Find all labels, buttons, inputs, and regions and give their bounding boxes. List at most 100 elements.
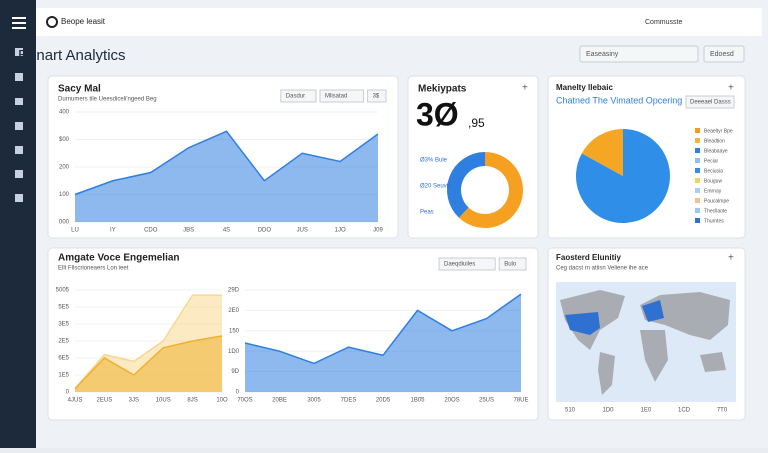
legend-swatch (695, 148, 700, 153)
donut-note: Ø3% Bule (420, 158, 448, 164)
card-title: Mekiypats (418, 84, 467, 95)
legend-swatch (695, 138, 700, 143)
donut-slice (447, 152, 486, 218)
legend-swatch (695, 188, 700, 193)
legend-label: Peciar (704, 158, 719, 164)
y-tick-label: 400 (59, 110, 70, 116)
card-title: Manelty llebaic (556, 83, 613, 92)
card-button[interactable] (438, 257, 496, 271)
y-tick-label: 29D (228, 288, 240, 294)
brand: Beope leasit (61, 17, 106, 26)
account[interactable]: Commusste (645, 19, 682, 26)
legend-label: Bleadtion (704, 138, 725, 144)
header-button-label[interactable]: Edoesd (710, 51, 734, 58)
legend-label: Emrnay (704, 188, 722, 194)
card-button-label[interactable]: Bulo (504, 262, 517, 268)
card-button-label[interactable]: Dasdur (286, 94, 305, 100)
legend-label: Bleabaaye (704, 148, 728, 154)
dropdown-label[interactable]: Easeasiny (586, 51, 619, 58)
card-button[interactable] (498, 257, 527, 271)
card-button[interactable] (319, 89, 365, 103)
x-tick-label: JBS (183, 228, 194, 234)
page-title: Benart Analytics (18, 47, 126, 64)
y-tick-label: 100 (59, 192, 70, 198)
y-tick-label: 1E5 (58, 373, 69, 379)
legend-label: Thecllaote (704, 208, 727, 214)
donut-note: Ø20 Seuvie (420, 184, 452, 190)
legend-swatch (695, 168, 700, 173)
y-tick-label: 5005 (56, 288, 70, 294)
x-tick-label: 25US (479, 398, 494, 404)
card-title: Amgate Voce Engemelian (58, 253, 180, 264)
x-tick-label: CDO (144, 228, 158, 234)
legend-swatch (695, 158, 700, 163)
legend-label: Bouguw (704, 178, 722, 184)
legend-swatch (695, 128, 700, 133)
card-title: Sacy Mal (58, 84, 101, 95)
y-tick-label: 3E5 (58, 322, 69, 328)
legend-label: Poucalmpe (704, 198, 729, 204)
legend-swatch (695, 218, 700, 223)
y-tick-label: 2E5 (58, 339, 69, 345)
card-button-label[interactable]: Daeqdiuiles (444, 262, 475, 268)
card-button-label[interactable]: Deeeael Dasss (690, 100, 731, 106)
x-tick-label: 4JUS (68, 398, 83, 404)
y-tick-label: 5E5 (58, 305, 69, 311)
y-tick-label: 200 (59, 165, 70, 171)
donut-note: Peas (420, 210, 434, 216)
y-tick-label: 6E5 (58, 356, 69, 362)
header-button[interactable] (703, 45, 745, 63)
add-icon[interactable]: + (522, 83, 528, 94)
x-tick-label: JUS (297, 228, 308, 234)
y-tick-label: 150 (229, 328, 240, 334)
legend-swatch (695, 178, 700, 183)
x-tick-label: DDO (258, 228, 272, 234)
map-x-label: 1D0 (602, 408, 614, 414)
x-tick-label: 2EUS (97, 398, 113, 404)
legend-swatch (695, 198, 700, 203)
x-tick-label: 8JS (187, 398, 197, 404)
dropdown[interactable] (579, 45, 699, 63)
y-tick-label: 0 (236, 390, 240, 396)
map-x-label: 7T0 (717, 408, 728, 414)
sidebar (0, 0, 36, 448)
x-tick-label: 70OS (237, 398, 252, 404)
card-button-label[interactable]: 3$ (373, 94, 380, 100)
y-tick-label: 2E0 (228, 308, 239, 314)
card-title: Faosterd Elunitiy (556, 253, 621, 262)
card-button[interactable] (367, 89, 387, 103)
card-button-label[interactable]: Mlisatad (325, 94, 347, 100)
x-tick-label: 3005 (307, 398, 321, 404)
legend-label: Beciusia (704, 168, 723, 174)
area (75, 335, 222, 392)
x-tick-label: 1B05 (410, 398, 425, 404)
x-tick-label: LU (71, 228, 79, 234)
x-tick-label: IY (110, 228, 116, 234)
card-subtitle: Chatned The Vimated Opcering (556, 95, 682, 105)
legend-swatch (695, 208, 700, 213)
y-tick-label: 0 (66, 390, 70, 396)
card-button[interactable] (280, 89, 317, 103)
card-subtitle: Durnumers tile Ueesdiceli'ngeed Beg (58, 97, 157, 103)
y-tick-label: $00 (59, 137, 70, 143)
line (74, 294, 222, 390)
line (74, 130, 379, 196)
line (244, 293, 522, 365)
add-icon[interactable]: + (728, 83, 734, 94)
menu-icon[interactable] (12, 17, 26, 29)
x-tick-label: 4S (223, 228, 230, 234)
card-subtitle: Ellt Fllscrioneaers Lon ieet (58, 266, 129, 272)
card-button[interactable] (685, 95, 735, 109)
pie-slice (581, 129, 625, 178)
legend-label: Beaeltyr Bpe (704, 128, 733, 134)
x-tick-label: 20BE (272, 398, 287, 404)
add-icon[interactable]: + (728, 253, 734, 264)
big-decimal: ,95 (468, 116, 485, 130)
nav-icons[interactable] (15, 48, 23, 202)
x-tick-label: 3JS (129, 398, 139, 404)
x-tick-label: 1JO (335, 228, 346, 234)
donut-slice (458, 152, 523, 228)
x-tick-label: 10O (216, 398, 228, 404)
area (245, 294, 521, 392)
